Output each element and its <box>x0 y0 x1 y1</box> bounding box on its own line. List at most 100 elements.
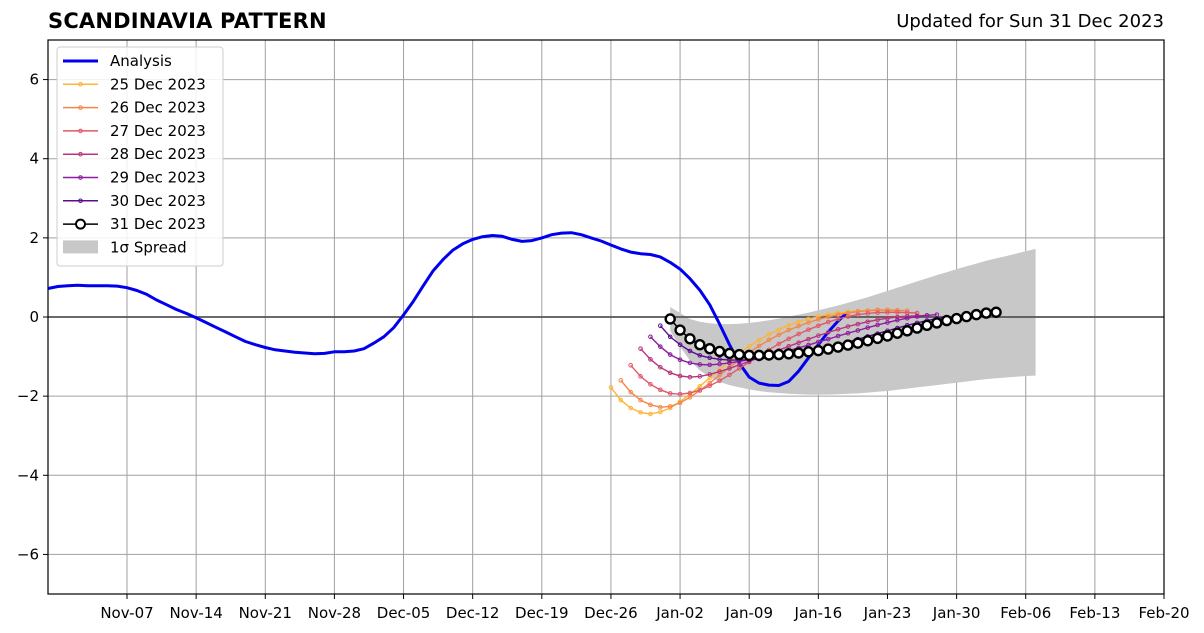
forecast-point <box>865 311 871 316</box>
forecast-point <box>763 349 775 361</box>
legend-label: 26 Dec 2023 <box>110 99 206 117</box>
legend-marker <box>78 198 83 204</box>
forecast-point <box>687 374 693 380</box>
forecast-point <box>658 404 663 410</box>
forecast-point <box>746 343 752 349</box>
legend-marker <box>78 175 83 180</box>
forecast-point <box>638 397 643 403</box>
forecast-point <box>796 323 801 329</box>
forecast-point <box>753 349 765 362</box>
forecast-point <box>845 330 851 336</box>
legend-item: 27 Dec 2023 <box>63 122 206 140</box>
forecast-point <box>786 336 792 342</box>
x-tick-label: Dec-12 <box>446 604 500 622</box>
forecast-point <box>855 312 861 317</box>
forecast-point <box>941 314 953 327</box>
forecast-point <box>717 361 722 367</box>
forecast-point <box>648 411 653 417</box>
forecast-point <box>822 343 834 355</box>
forecast-point <box>881 330 894 342</box>
legend-label: 1σ Spread <box>110 238 187 256</box>
forecast-point <box>664 313 676 325</box>
x-tick-label: Feb-13 <box>1069 604 1120 622</box>
chart-title: SCANDINAVIA PATTERN <box>48 9 327 33</box>
forecast-point <box>667 352 673 357</box>
legend-item: 31 Dec 2023 <box>63 215 206 233</box>
chart-subtitle: Updated for Sun 31 Dec 2023 <box>896 11 1164 32</box>
legend-marker <box>78 151 83 157</box>
forecast-point <box>667 391 673 396</box>
forecast-point <box>835 316 841 322</box>
forecast-point <box>792 347 805 359</box>
forecast-point <box>756 337 762 343</box>
forecast-point <box>852 337 864 349</box>
forecast-point <box>684 333 696 345</box>
spread-band <box>670 248 1036 395</box>
forecast-point <box>727 372 732 378</box>
forecast-point <box>885 320 890 325</box>
forecast-point <box>717 378 722 384</box>
forecast-point <box>628 389 633 395</box>
forecast-point <box>970 308 983 321</box>
forecast-point <box>904 315 910 321</box>
forecast-point <box>825 330 831 335</box>
x-tick-label: Feb-20 <box>1138 604 1189 622</box>
x-tick-label: Nov-28 <box>308 604 361 622</box>
legend-label: 31 Dec 2023 <box>110 215 206 233</box>
x-tick-label: Jan-30 <box>932 604 981 622</box>
forecast-point <box>990 306 1002 318</box>
forecast-point <box>960 310 973 323</box>
spread-area <box>670 248 1036 395</box>
forecast-point <box>648 402 653 408</box>
forecast-point <box>717 369 722 374</box>
forecast-point <box>842 339 854 351</box>
forecast-point <box>786 323 792 328</box>
forecast-point <box>677 373 683 379</box>
legend-item: 26 Dec 2023 <box>63 99 206 117</box>
forecast-point <box>802 346 815 358</box>
forecast-point <box>832 341 844 353</box>
legend-item: 28 Dec 2023 <box>63 145 206 163</box>
legend-item: 30 Dec 2023 <box>63 192 206 210</box>
forecast-point <box>707 362 712 368</box>
x-tick-label: Nov-07 <box>100 604 153 622</box>
forecast-point <box>703 342 716 355</box>
y-tick-label: −2 <box>17 387 39 405</box>
legend-label: Analysis <box>110 52 172 70</box>
forecast-point <box>835 326 841 332</box>
y-tick-label: 6 <box>29 71 39 89</box>
x-tick-label: Dec-26 <box>584 604 638 622</box>
x-tick-label: Nov-14 <box>169 604 222 622</box>
forecast-point <box>901 325 913 337</box>
forecast-point <box>862 335 874 347</box>
x-tick-label: Jan-02 <box>655 604 704 622</box>
y-tick-label: 4 <box>29 150 39 168</box>
forecast-point <box>786 327 792 333</box>
forecast-point <box>911 322 923 334</box>
legend-swatch <box>63 240 98 254</box>
forecast-point <box>865 319 871 325</box>
legend-item: Analysis <box>63 52 172 70</box>
forecast-point <box>816 333 821 338</box>
forecast-point <box>667 404 673 409</box>
forecast-point <box>816 339 821 345</box>
legend-marker <box>78 82 83 87</box>
forecast-point <box>677 357 683 363</box>
forecast-point <box>773 348 785 361</box>
forecast-point <box>816 314 821 319</box>
legend-marker <box>75 218 86 230</box>
x-tick-label: Jan-09 <box>724 604 773 622</box>
forecast-point <box>796 331 801 337</box>
forecast-series-6 <box>664 306 1002 362</box>
legend-label: 25 Dec 2023 <box>110 75 206 93</box>
forecast-point <box>855 321 861 327</box>
forecast-point <box>865 308 871 313</box>
legend-marker <box>78 105 83 110</box>
legend-label: 27 Dec 2023 <box>110 122 206 140</box>
forecast-point <box>786 343 792 349</box>
forecast-point <box>835 312 841 317</box>
legend-label: 28 Dec 2023 <box>110 145 206 163</box>
forecast-point <box>806 327 811 332</box>
forecast-point <box>667 370 673 376</box>
